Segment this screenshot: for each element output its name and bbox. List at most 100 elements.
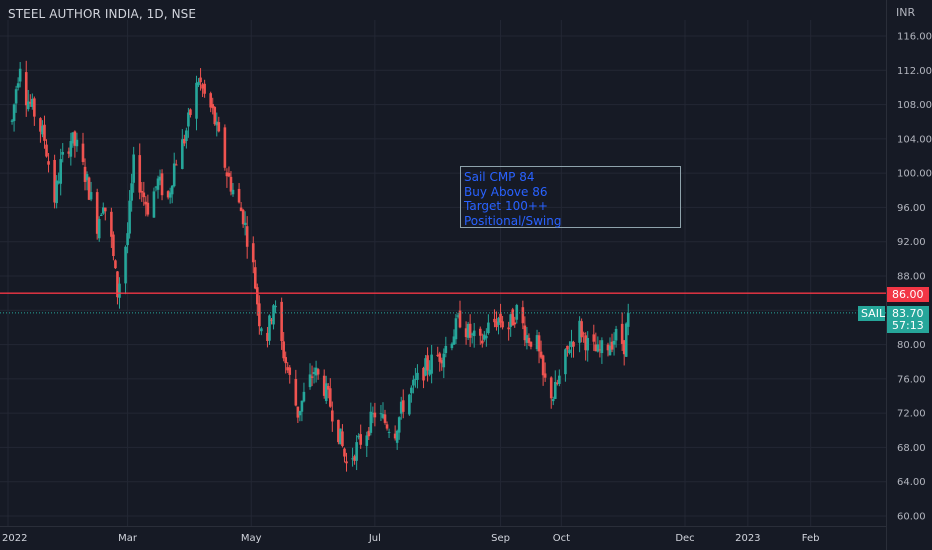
candle-body: [468, 323, 472, 338]
candle-body: [280, 301, 283, 342]
candle-body: [73, 131, 77, 146]
y-tick-label: 104.00: [897, 134, 932, 145]
candle-body: [456, 315, 460, 317]
candle-body: [87, 177, 91, 200]
candle-body: [493, 318, 496, 323]
candle-body: [381, 414, 385, 418]
countdown-badge: 57:13: [887, 318, 929, 333]
candle-body: [426, 355, 429, 371]
candle-body: [302, 391, 306, 402]
candle-body: [341, 431, 344, 447]
candle-body: [529, 341, 533, 347]
candle-body: [154, 186, 158, 188]
candle-body: [310, 376, 314, 378]
candle-body: [253, 267, 257, 289]
candle-body: [507, 327, 510, 330]
candle-body: [132, 154, 135, 183]
candle-body: [620, 323, 624, 344]
candle-body: [227, 172, 231, 177]
candle-body: [614, 328, 618, 341]
candle-body: [551, 399, 555, 402]
candle-body: [268, 315, 271, 341]
y-tick-label: 72.00: [897, 409, 926, 420]
x-tick-label: Feb: [802, 533, 820, 544]
y-tick-label: 108.00: [897, 100, 932, 111]
candle-body: [353, 456, 356, 461]
candle-body: [580, 321, 583, 338]
candle-body: [166, 191, 170, 198]
candle-body: [270, 319, 273, 321]
candle-body: [241, 209, 245, 225]
candle-body: [592, 334, 596, 342]
candle-body: [424, 358, 427, 376]
y-tick-label: 68.00: [897, 443, 926, 454]
candle-body: [41, 125, 44, 135]
candle-body: [483, 334, 486, 340]
candle-body: [470, 333, 474, 335]
candle-body: [69, 141, 73, 157]
level-layer: [0, 292, 886, 314]
candle-body: [624, 323, 628, 357]
candle-body: [31, 98, 34, 107]
candle-body: [189, 109, 192, 115]
candle-body: [286, 367, 290, 371]
candle-body: [442, 353, 446, 368]
candle-body: [174, 164, 178, 166]
candle-body: [57, 181, 60, 183]
candle-body: [237, 188, 241, 203]
candle-body: [549, 377, 553, 399]
x-tick-label: Sep: [491, 533, 510, 544]
candle-body: [26, 101, 30, 110]
candle-body: [160, 173, 164, 196]
candle-body: [256, 287, 259, 305]
candle-body: [539, 351, 543, 358]
candle-body: [355, 442, 358, 461]
candle-body: [387, 431, 391, 433]
y-tick-label: 76.00: [897, 374, 926, 385]
candle-body: [610, 341, 614, 350]
candle-body: [12, 104, 16, 122]
candle-body: [397, 417, 401, 433]
candle-body: [61, 152, 65, 155]
candle-body: [28, 102, 32, 104]
candle-body: [183, 138, 186, 144]
candle-body: [258, 303, 261, 327]
candle-body: [501, 321, 504, 328]
candle-body: [156, 178, 160, 190]
candle-body: [568, 349, 571, 354]
y-tick-label: 92.00: [897, 237, 926, 248]
candle-body: [197, 81, 200, 86]
candle-body: [578, 320, 581, 343]
candle-body: [399, 401, 403, 414]
candle-body: [584, 335, 587, 351]
trade-note-box[interactable]: Sail CMP 84 Buy Above 86 Target 100++ Po…: [460, 166, 681, 228]
candle-body: [118, 283, 121, 298]
y-tick-label: 64.00: [897, 477, 926, 488]
candle-body: [440, 360, 444, 364]
candle-body: [373, 412, 377, 418]
candle-body: [110, 211, 113, 237]
candle-body: [316, 369, 320, 375]
candle-body: [24, 72, 28, 106]
candle-body: [101, 207, 105, 214]
candle-body: [260, 328, 263, 332]
candle-body: [337, 419, 340, 443]
candle-body: [59, 159, 63, 184]
x-tick-label: Oct: [553, 533, 570, 544]
candle-body: [326, 385, 330, 390]
level-price-badge: 86.00: [887, 287, 929, 302]
y-tick-label: 96.00: [897, 203, 926, 214]
candle-body: [10, 120, 14, 122]
x-tick-label: May: [241, 533, 262, 544]
candle-body: [124, 246, 127, 284]
candle-body: [112, 234, 115, 256]
candle-body: [566, 345, 569, 350]
candle-body: [81, 143, 85, 162]
candle-body: [497, 318, 500, 325]
candle-body: [495, 321, 498, 328]
candle-body: [195, 82, 198, 119]
candle-body: [152, 191, 156, 218]
candle-body: [201, 84, 204, 89]
